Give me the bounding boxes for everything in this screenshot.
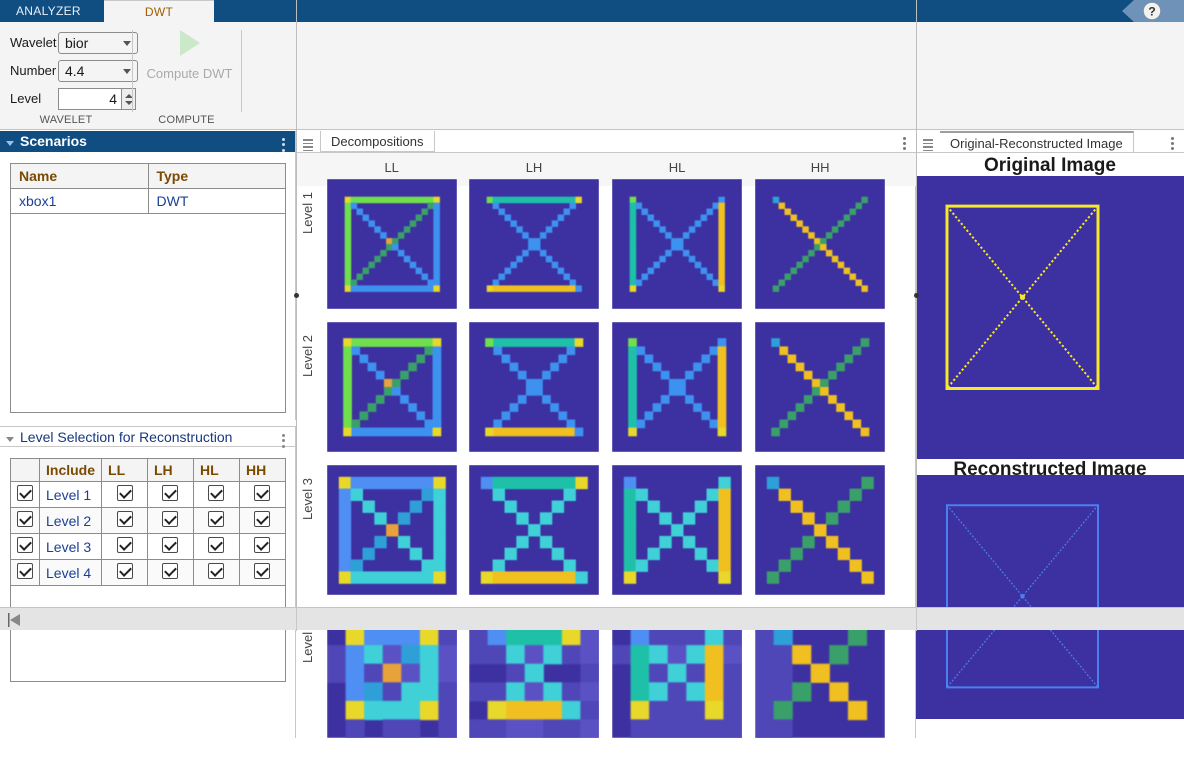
svg-text:?: ? <box>1148 5 1155 19</box>
